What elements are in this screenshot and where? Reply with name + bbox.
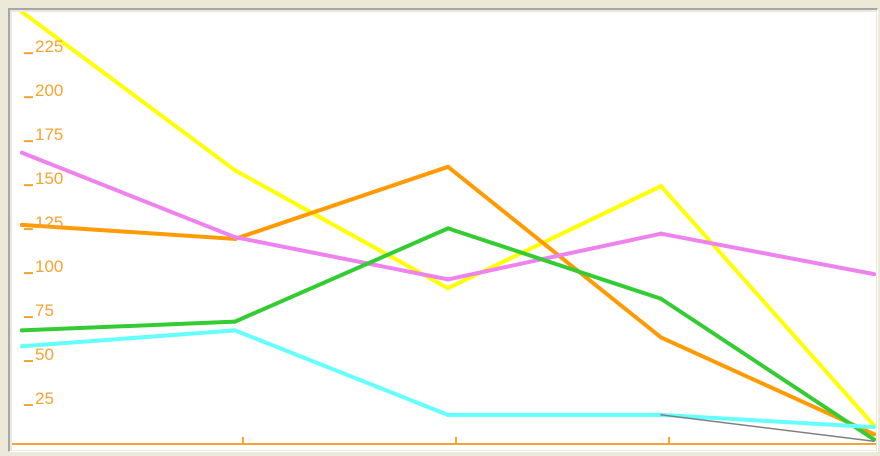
- series-0-segment-4: [659, 184, 876, 428]
- series-1-segment-3: [446, 164, 663, 340]
- y-tick-label-100: 100: [35, 257, 63, 276]
- y-tick-label-200: 200: [35, 81, 63, 100]
- line-chart: 25 50 75 100 125 150 175 200 225: [12, 12, 876, 445]
- y-tick-label-150: 150: [35, 169, 63, 188]
- series-4-segment-2: [233, 328, 450, 417]
- series-2-segment-2: [233, 235, 450, 282]
- series-4: [20, 328, 876, 430]
- series-1-segment-2: [233, 164, 450, 241]
- axis-layer: 25 50 75 100 125 150 175 200 225: [12, 37, 876, 445]
- series-4-segment-4: [659, 412, 876, 430]
- series-4-point-4: [872, 425, 876, 430]
- chart-panel: 25 50 75 100 125 150 175 200 225: [12, 12, 876, 450]
- series-5: [660, 414, 875, 442]
- series-2-point-4: [872, 272, 876, 277]
- series-5-segment-4: [660, 414, 875, 442]
- series-1-point-4: [872, 432, 876, 437]
- series-0-segment-2: [233, 168, 450, 291]
- series-3-segment-4: [659, 296, 876, 442]
- y-tick-label-175: 175: [35, 125, 63, 144]
- series-3-segment-2: [233, 226, 450, 324]
- series-1-segment-1: [20, 222, 237, 241]
- series-2-segment-4: [659, 231, 876, 277]
- y-tick-label-75: 75: [35, 301, 54, 320]
- series-2: [20, 150, 876, 282]
- series-0: [20, 12, 876, 428]
- y-tick-label-50: 50: [35, 345, 54, 364]
- series-4-segment-1: [20, 328, 237, 349]
- series-1: [20, 164, 876, 437]
- series-3-segment-1: [20, 319, 237, 333]
- series-layer: [20, 12, 876, 442]
- y-tick-label-125: 125: [35, 213, 63, 232]
- y-tick-label-225: 225: [35, 37, 63, 56]
- series-2-segment-3: [446, 231, 663, 282]
- series-5-point-4: [873, 440, 875, 442]
- series-2-segment-1: [20, 150, 237, 240]
- series-0-segment-1: [20, 12, 237, 173]
- y-tick-label-25: 25: [35, 389, 54, 408]
- series-3: [20, 226, 876, 442]
- series-3-segment-3: [446, 226, 663, 301]
